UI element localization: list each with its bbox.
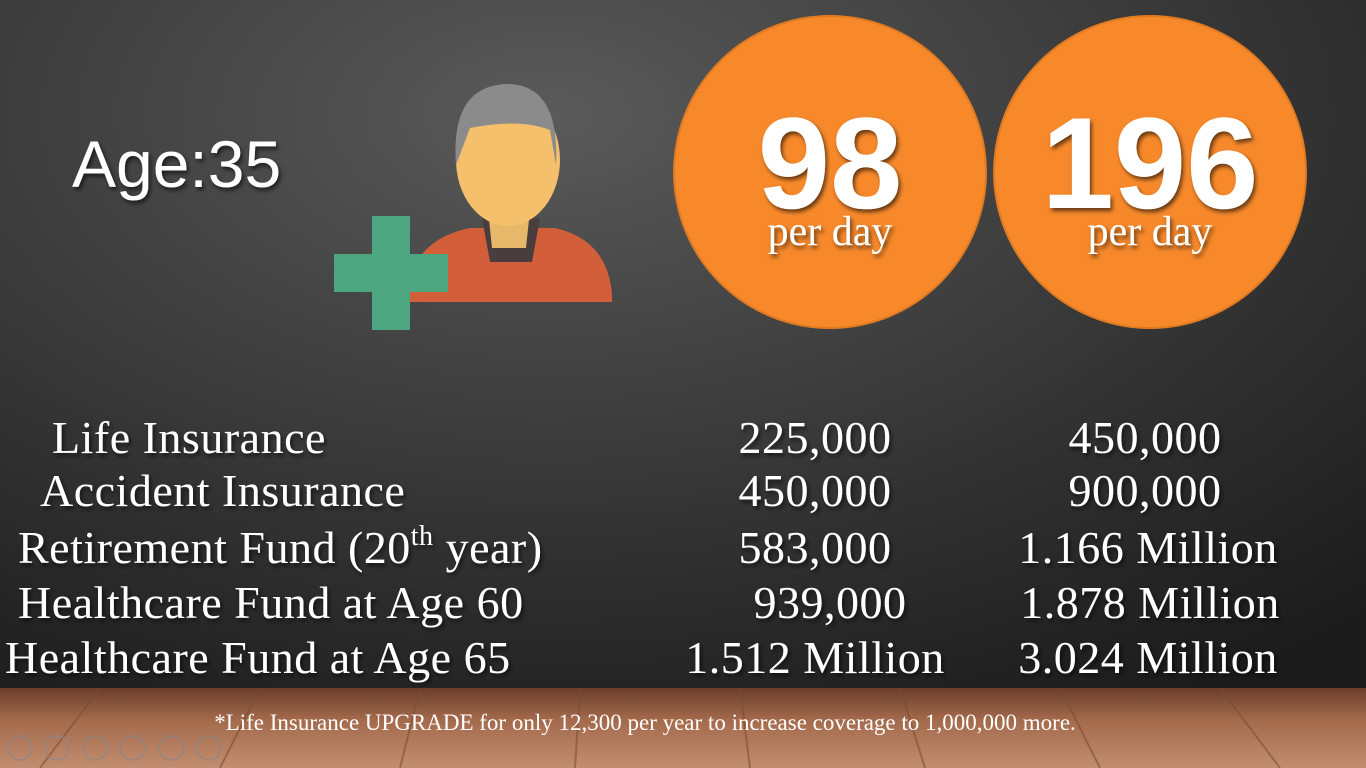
row-value: 450,000 bbox=[1069, 412, 1222, 463]
slides-button[interactable] bbox=[120, 735, 146, 761]
age-label: Age:35 bbox=[72, 127, 281, 201]
price-number: 196 bbox=[1042, 90, 1259, 236]
row-value: 1.166 Million bbox=[1018, 522, 1278, 573]
row-value: 1.512 Million bbox=[685, 632, 945, 683]
prev-button[interactable] bbox=[7, 735, 33, 761]
price-circle bbox=[673, 15, 987, 329]
row-value: 3.024 Million bbox=[1018, 632, 1278, 683]
row-label: Healthcare Fund at Age 65 bbox=[5, 632, 511, 683]
footnote: *Life Insurance UPGRADE for only 12,300 … bbox=[214, 710, 1076, 735]
label-part: Retirement Fund (20 bbox=[18, 522, 411, 573]
row-value: 900,000 bbox=[1069, 465, 1222, 516]
next-button[interactable] bbox=[44, 735, 70, 761]
row-value: 1.878 Million bbox=[1020, 577, 1280, 628]
zoom-button[interactable] bbox=[158, 735, 184, 761]
row-value: 939,000 bbox=[754, 577, 907, 628]
slideshow-controls[interactable] bbox=[7, 735, 222, 761]
price-unit: per day bbox=[768, 209, 893, 255]
label-part: year) bbox=[434, 522, 543, 573]
row-value: 225,000 bbox=[739, 412, 892, 463]
wood-floor bbox=[0, 687, 1366, 768]
superscript: th bbox=[411, 521, 434, 552]
person-icon bbox=[334, 84, 612, 330]
price-unit: per day bbox=[1088, 209, 1213, 255]
price-circle bbox=[993, 15, 1307, 329]
pen-button[interactable] bbox=[82, 735, 108, 761]
row-label: Healthcare Fund at Age 60 bbox=[18, 577, 524, 628]
row-value: 450,000 bbox=[739, 465, 892, 516]
more-button[interactable] bbox=[196, 735, 222, 761]
row-label: Accident Insurance bbox=[40, 465, 405, 516]
price-number: 98 bbox=[758, 90, 903, 236]
row-label: Life Insurance bbox=[52, 412, 326, 463]
row-label: Retirement Fund (20th year) bbox=[18, 521, 543, 573]
row-value: 583,000 bbox=[739, 522, 892, 573]
